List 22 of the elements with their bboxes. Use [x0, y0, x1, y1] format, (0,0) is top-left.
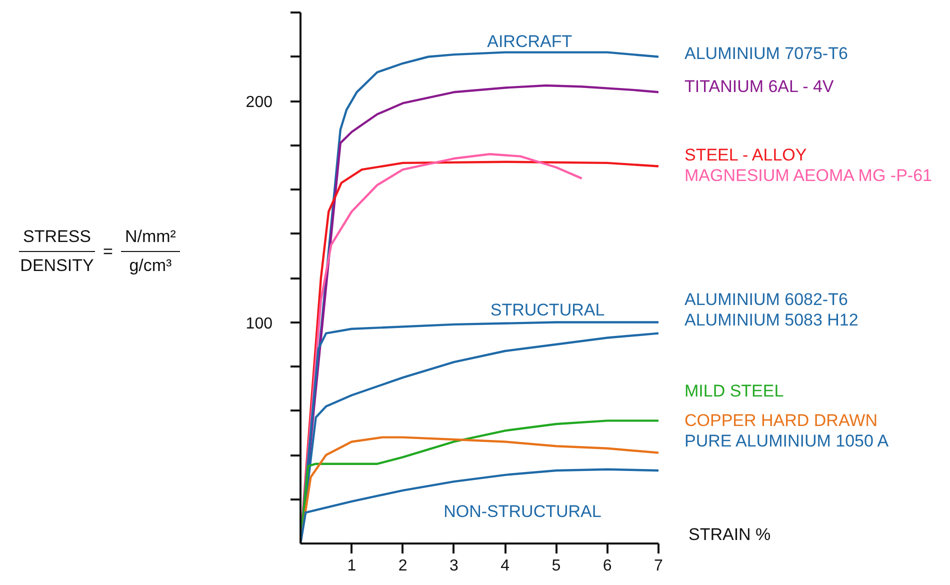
y-tick-label: 100: [246, 315, 273, 332]
series-label: MILD STEEL: [684, 381, 784, 400]
text: MAGNESIUM AEOMA MG -P-61: [684, 166, 932, 186]
series-label: PURE ALUMINIUM 1050 A: [684, 432, 890, 451]
annotation: AIRCRAFT: [487, 32, 572, 52]
series-label: ALUMINIUM 5083 H12: [684, 310, 858, 330]
x-axis-title: STRAIN %: [688, 525, 771, 544]
x-tick-label: 1: [347, 558, 356, 574]
series-label: ALUMINIUM 6082-T6: [684, 290, 848, 310]
annotation: NON-STRUCTURAL: [444, 502, 602, 522]
x-tick-label: 2: [398, 558, 408, 574]
series-label: TITANIUM 6AL - 4V: [684, 76, 834, 96]
x-tick-label: 6: [602, 558, 612, 574]
text: COPPER HARD DRAWN: [684, 411, 878, 430]
series-label: STEEL - ALLOY: [684, 146, 807, 164]
annotation: STRUCTURAL: [490, 300, 605, 320]
x-tick-label: 7: [654, 558, 664, 574]
series-label: ALUMINIUM 7075-T6: [684, 44, 848, 64]
y-tick-label: 200: [246, 94, 273, 111]
x-tick-label: 3: [449, 558, 458, 574]
x-tick-label: 5: [552, 558, 561, 574]
x-tick-label: 4: [500, 558, 510, 574]
